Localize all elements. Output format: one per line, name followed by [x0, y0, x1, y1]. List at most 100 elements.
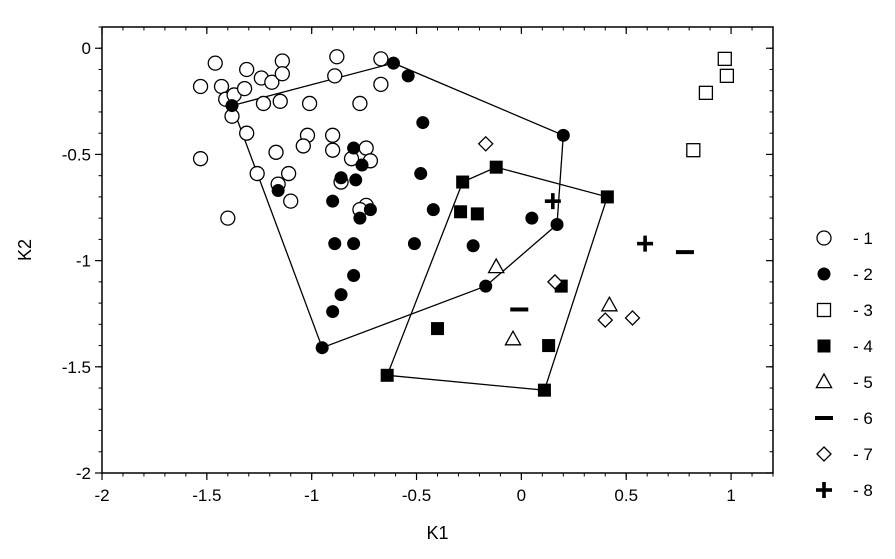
series-8: [544, 193, 654, 252]
data-point: [373, 51, 389, 67]
legend-marker: [817, 267, 831, 281]
data-point: [325, 142, 341, 158]
legend-item: - 6: [815, 409, 873, 428]
legend-label: - 8: [853, 481, 873, 500]
legend-label: - 3: [853, 301, 873, 320]
data-point: [380, 368, 394, 382]
data-point: [525, 211, 539, 225]
data-point: [347, 237, 361, 251]
data-point: [329, 49, 345, 65]
data-point: [489, 160, 503, 174]
legend-marker: [815, 416, 833, 420]
data-point: [239, 125, 255, 141]
x-axis-title: K1: [426, 523, 448, 543]
data-point: [327, 68, 343, 84]
data-point: [249, 165, 265, 182]
data-point: [454, 205, 468, 219]
series-1: [192, 49, 389, 226]
data-point: [556, 128, 570, 142]
series-6: [510, 250, 694, 312]
legend-item: - 7: [816, 445, 873, 464]
data-point: [192, 151, 209, 167]
plus-bar-v: [551, 193, 555, 210]
legend-label: - 2: [853, 265, 873, 284]
legend-marker: [815, 372, 833, 389]
data-point: [326, 194, 340, 208]
legend-marker: [816, 446, 832, 462]
legend-marker: [816, 302, 832, 318]
data-point: [347, 268, 361, 282]
data-point: [487, 257, 505, 274]
data-point: [426, 203, 440, 217]
data-point: [637, 235, 654, 252]
data-point: [274, 66, 290, 82]
legend-label: - 4: [853, 337, 873, 356]
data-point: [295, 138, 311, 154]
data-point: [264, 74, 280, 90]
legend-item: - 8: [816, 481, 873, 500]
data-point: [401, 69, 415, 83]
data-point: [414, 167, 428, 181]
x-tick-label: -0.5: [402, 486, 431, 505]
data-point: [542, 339, 556, 353]
data-point: [301, 95, 318, 112]
legend-label: - 5: [853, 373, 873, 392]
data-point: [466, 239, 480, 253]
series-2: [225, 56, 570, 355]
data-point: [326, 305, 340, 319]
data-point: [334, 288, 348, 302]
data-point: [274, 53, 290, 69]
data-point: [272, 93, 288, 109]
legend-item: - 3: [816, 301, 873, 320]
data-point: [373, 76, 389, 92]
data-point: [675, 250, 694, 255]
legend-item: - 1: [816, 229, 873, 248]
data-point: [271, 184, 285, 198]
y-axis-title: K2: [15, 239, 35, 261]
data-point: [624, 310, 641, 326]
plus-bar-v: [643, 235, 647, 252]
data-point: [325, 127, 341, 143]
data-point: [352, 95, 368, 112]
legend-marker: [816, 230, 832, 246]
data-point: [719, 68, 735, 83]
data-point: [192, 78, 209, 95]
y-tick-label: -1.5: [62, 358, 91, 377]
data-point: [280, 165, 297, 182]
data-point: [537, 383, 551, 397]
series-3: [686, 51, 735, 158]
legend-marker: [817, 339, 831, 353]
data-point: [220, 210, 236, 226]
data-point: [239, 61, 255, 78]
legend-label: - 7: [853, 445, 873, 464]
legend: - 1 - 2 - 3 - 4 - 5 - 6 - 7 - 8: [815, 229, 873, 500]
data-point: [225, 99, 239, 113]
data-point: [255, 95, 272, 112]
legend-label: - 1: [853, 229, 873, 248]
x-tick-label: -2: [94, 486, 109, 505]
data-points: [192, 49, 735, 397]
data-point: [470, 207, 484, 221]
data-point: [600, 295, 619, 312]
data-point: [597, 312, 614, 329]
legend-marker: [816, 482, 832, 498]
legend-item: - 4: [817, 337, 873, 356]
y-tick-label: -2: [76, 464, 91, 483]
data-point: [349, 173, 363, 187]
legend-label: - 6: [853, 409, 873, 428]
data-point: [386, 56, 400, 70]
data-point: [717, 51, 732, 67]
data-point: [698, 85, 714, 100]
x-tick-label: -1.5: [192, 486, 221, 505]
data-point: [213, 78, 230, 95]
data-point: [504, 329, 522, 346]
data-point: [686, 143, 701, 158]
y-axis: 0 -0.5 -1 -1.5 -2: [62, 26, 773, 483]
y-tick-label: -1: [76, 252, 91, 271]
plus-bar-v: [822, 482, 826, 498]
x-tick-label: 0: [517, 486, 526, 505]
data-point: [207, 55, 223, 71]
data-point: [363, 203, 377, 217]
legend-item: - 2: [817, 265, 873, 284]
plot-area: [101, 26, 774, 474]
